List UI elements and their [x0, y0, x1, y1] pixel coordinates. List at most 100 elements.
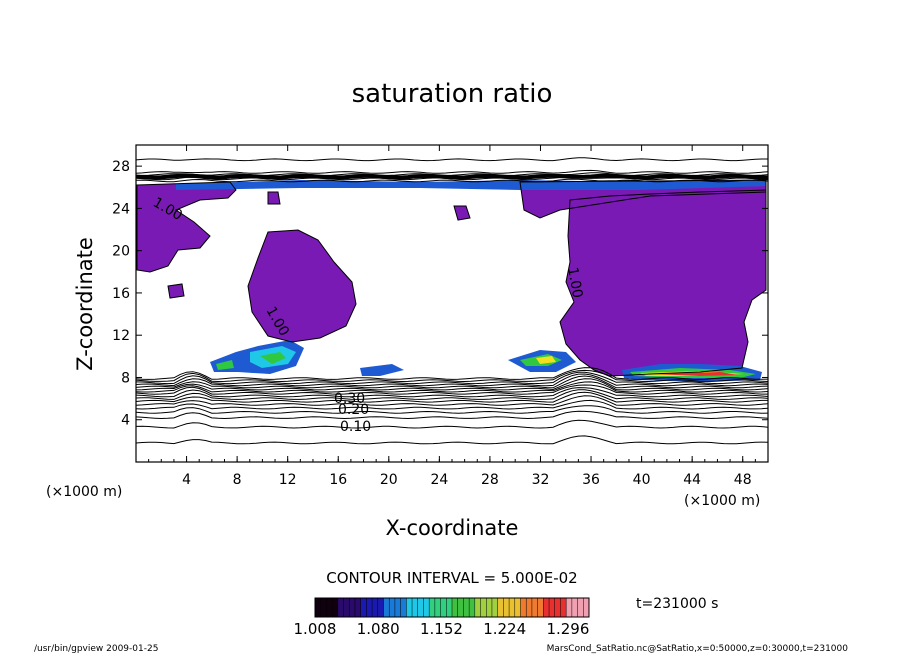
colorbar-swatch [474, 598, 482, 617]
contour-outline [267, 191, 281, 205]
colorbar-swatch [326, 598, 333, 617]
x-tick-label: 36 [582, 472, 600, 488]
contour-line [135, 391, 768, 403]
colorbar-swatch [383, 598, 390, 617]
colorbar-swatch [491, 598, 499, 617]
colorbar-swatch [343, 598, 350, 617]
colorbar-swatch [531, 598, 539, 617]
colorbar-swatch [520, 598, 527, 617]
colorbar-swatch [554, 598, 561, 617]
colorbar-swatch [349, 598, 356, 617]
cloud-band-mid-core [536, 356, 556, 364]
region-small-1 [168, 284, 184, 298]
x-tick-label: 32 [532, 472, 550, 488]
contour-line [135, 387, 769, 398]
contour-line [135, 399, 769, 410]
x-tick-label: 16 [329, 472, 347, 488]
colorbar-swatch [577, 598, 584, 617]
colorbar-swatch [571, 598, 579, 617]
contour-line [135, 405, 769, 414]
contour-line [135, 410, 769, 420]
colorbar-swatch [549, 598, 556, 617]
colorbar-swatch [417, 598, 424, 617]
x-tick-labels: 4 8 12 16 20 24 28 32 36 40 44 48 [182, 472, 752, 488]
colorbar-swatch [337, 598, 345, 617]
colorbar-swatch [366, 598, 373, 617]
contour-outline [453, 205, 471, 221]
colorbar-swatch [452, 598, 459, 617]
contour-line [135, 389, 769, 400]
contour-line [135, 369, 769, 383]
colorbar-swatches [314, 598, 590, 617]
contour-label-0-10: 0.10 [340, 419, 371, 435]
colorbar-swatch [480, 598, 487, 617]
footer-right: MarsCond_SatRatio.nc@SatRatio,x=0:50000,… [547, 644, 849, 654]
colorbar-swatch [429, 598, 436, 617]
colorbar-swatch [360, 598, 367, 617]
y-tick-label: 12 [112, 328, 130, 344]
x-unit-label: (×1000 m) [684, 493, 760, 509]
colorbar-swatch [566, 598, 573, 617]
colorbar-tick-labels: 1.008 1.080 1.152 1.224 1.296 [294, 620, 590, 638]
colorbar-swatch [354, 598, 362, 617]
contour-line [135, 419, 769, 429]
contour-line [135, 435, 769, 445]
supersaturation-fill [137, 180, 766, 376]
colorbar-frame [314, 597, 590, 618]
region-mid-blob [248, 230, 356, 342]
colorbar-swatch [509, 598, 516, 617]
x-axis-title: X-coordinate [386, 516, 519, 540]
plot-area: 0.10 0.20 0.30 1.00 1.00 1.00 [135, 144, 769, 463]
colorbar-swatch [537, 598, 544, 617]
colorbar-swatch [497, 598, 504, 617]
region-left-top [137, 182, 236, 272]
y-tick-label: 24 [112, 201, 130, 217]
colorbar-tick-label: 1.224 [483, 620, 526, 638]
colorbar: 1.008 1.080 1.152 1.224 1.296 [294, 597, 590, 638]
colorbar-swatch [394, 598, 402, 617]
colorbar-tick-label: 1.008 [294, 620, 337, 638]
x-tick-label: 28 [481, 472, 499, 488]
colorbar-swatch [583, 598, 590, 617]
region-small-3 [268, 192, 280, 204]
contour-interval-label: CONTOUR INTERVAL = 5.000E-02 [326, 569, 577, 587]
contour-outline [519, 179, 767, 219]
y-tick-labels: 4 8 12 16 20 24 28 [112, 159, 130, 429]
colorbar-swatch [320, 598, 327, 617]
time-label: t=231000 s [636, 596, 718, 612]
colorbar-tick-label: 1.296 [546, 620, 589, 638]
y-tick-label: 8 [121, 370, 130, 386]
x-tick-label: 4 [182, 472, 191, 488]
contour-line [135, 373, 769, 387]
colorbar-swatch [463, 598, 470, 617]
x-tick-label: 40 [633, 472, 651, 488]
contour-outline [136, 181, 237, 273]
cloud-small-blue [360, 364, 404, 376]
y-unit-label: (×1000 m) [46, 484, 122, 500]
colorbar-swatch [423, 598, 430, 617]
footer-left: /usr/bin/gpview 2009-01-25 [34, 644, 158, 654]
contour-line [135, 384, 768, 395]
contour-line [135, 375, 769, 389]
contour-line-top [135, 157, 768, 162]
x-tick-label: 44 [683, 472, 701, 488]
x-tick-label: 8 [233, 472, 242, 488]
colorbar-swatch [377, 598, 384, 617]
colorbar-swatch [372, 598, 379, 617]
contour-lines [135, 157, 769, 445]
y-axis-title: Z-coordinate [73, 237, 97, 371]
colorbar-swatch [434, 598, 442, 617]
colorbar-swatch [514, 598, 521, 617]
colorbar-swatch [560, 598, 567, 617]
contour-line [135, 367, 769, 380]
colorbar-swatch [457, 598, 464, 617]
colorbar-swatch [526, 598, 533, 617]
x-tick-label: 20 [380, 472, 398, 488]
cloud-band-left-small [216, 360, 234, 370]
contour-outline [167, 283, 185, 299]
colorbar-swatch [389, 598, 396, 617]
contour-label-0-30: 0.30 [334, 391, 365, 407]
colorbar-swatch [440, 598, 447, 617]
y-tick-label: 28 [112, 159, 130, 175]
